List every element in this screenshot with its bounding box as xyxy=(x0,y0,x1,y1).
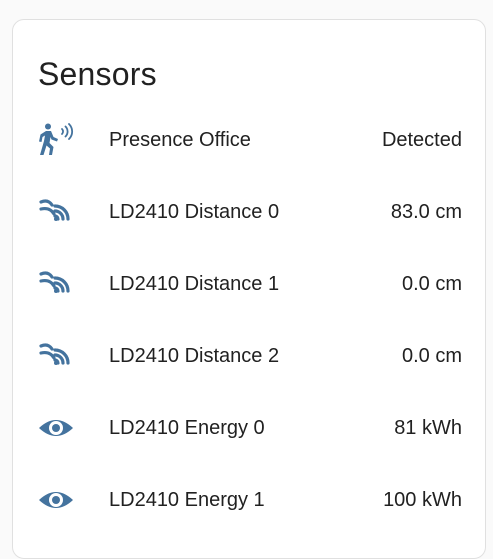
motion-sensor-icon xyxy=(37,122,75,158)
entity-row-ld2410-energy-0[interactable]: LD2410 Energy 0 81 kWh xyxy=(13,392,485,464)
entity-name: LD2410 Distance 2 xyxy=(109,345,280,367)
entity-row-ld2410-distance-2[interactable]: LD2410 Distance 2 0.0 cm xyxy=(13,320,485,392)
entity-list: Presence Office Detected LD2410 Distance… xyxy=(13,104,485,536)
entity-name: LD2410 Distance 1 xyxy=(109,273,280,295)
card-title: Sensors xyxy=(38,56,157,92)
entity-state: 0.0 cm xyxy=(401,345,462,367)
entity-name: LD2410 Distance 0 xyxy=(109,201,280,223)
signal-distance-icon xyxy=(37,338,75,374)
entity-name: LD2410 Energy 0 xyxy=(109,417,265,439)
signal-distance-icon xyxy=(37,194,75,230)
entity-name: LD2410 Energy 1 xyxy=(109,489,265,511)
entity-row-presence-office[interactable]: Presence Office Detected xyxy=(13,104,485,176)
entity-state: 81 kWh xyxy=(394,417,462,439)
entity-row-ld2410-distance-0[interactable]: LD2410 Distance 0 83.0 cm xyxy=(13,176,485,248)
entity-state: 100 kWh xyxy=(383,489,462,511)
entity-row-ld2410-distance-1[interactable]: LD2410 Distance 1 0.0 cm xyxy=(13,248,485,320)
entity-row-ld2410-energy-1[interactable]: LD2410 Energy 1 100 kWh xyxy=(13,464,485,536)
signal-distance-icon xyxy=(37,266,75,302)
entity-state: Detected xyxy=(381,129,462,151)
sensors-card: Sensors Presence Office Detected xyxy=(12,19,486,559)
entity-name: Presence Office xyxy=(109,129,251,151)
eye-icon xyxy=(37,482,75,518)
entity-state: 83.0 cm xyxy=(390,201,462,223)
eye-icon xyxy=(37,410,75,446)
entity-state: 0.0 cm xyxy=(401,273,462,295)
